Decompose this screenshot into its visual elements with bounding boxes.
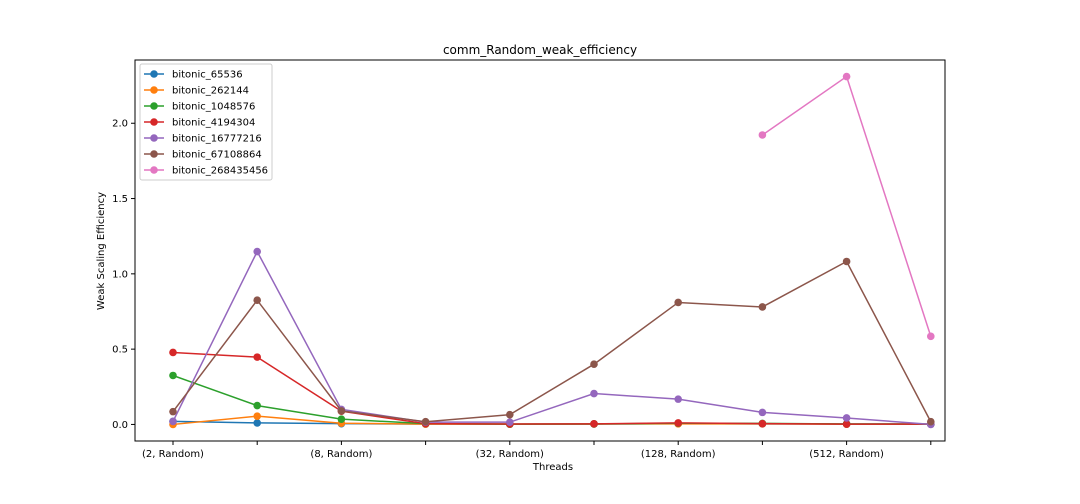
x-tick-label: (32, Random) — [476, 449, 544, 460]
legend-label: bitonic_4194304 — [172, 118, 255, 129]
data-point — [169, 417, 177, 426]
data-point — [674, 395, 682, 403]
legend-label: bitonic_16777216 — [172, 134, 262, 145]
legend-marker — [150, 86, 158, 94]
data-point — [253, 412, 261, 420]
legend-marker — [150, 70, 158, 78]
data-point — [674, 298, 682, 307]
legend-item: bitonic_262144 — [144, 86, 249, 97]
data-point — [590, 389, 598, 398]
data-point — [337, 415, 346, 423]
data-point — [590, 360, 598, 368]
data-point — [169, 407, 177, 416]
data-point — [169, 371, 177, 380]
data-point — [842, 414, 851, 422]
legend-marker — [150, 102, 158, 110]
data-point — [758, 131, 767, 139]
legend-item: bitonic_4194304 — [144, 118, 255, 129]
legend-item: bitonic_1048576 — [144, 102, 255, 113]
legend-item: bitonic_65536 — [144, 70, 243, 81]
legend-item: bitonic_16777216 — [144, 134, 262, 145]
data-point — [758, 303, 767, 311]
legend-marker — [150, 166, 158, 174]
data-point — [927, 332, 935, 341]
data-point — [169, 348, 177, 357]
y-tick-label: 1.5 — [112, 194, 128, 205]
y-tick-label: 2.0 — [112, 119, 128, 130]
series-line — [172, 249, 931, 426]
x-axis-label: Threads — [532, 462, 573, 473]
x-tick-label: (128, Random) — [641, 449, 716, 460]
data-point — [758, 408, 767, 417]
data-point — [253, 419, 261, 427]
legend-item: bitonic_67108864 — [144, 150, 262, 161]
data-point — [253, 296, 261, 304]
x-tick-label: (8, Random) — [310, 449, 372, 460]
data-point — [337, 407, 346, 415]
chart-title: comm_Random_weak_efficiency — [443, 43, 637, 57]
data-point — [842, 420, 851, 428]
x-tick-label: (512, Random) — [809, 449, 884, 460]
data-point — [506, 410, 514, 419]
series-bitonic_268435456 — [758, 72, 935, 341]
data-point — [421, 417, 430, 426]
data-point — [506, 418, 514, 426]
series-bitonic_67108864 — [169, 257, 935, 426]
y-ticks: 0.0 0.5 1.0 1.5 2.0 — [112, 119, 135, 431]
series-line — [172, 260, 932, 423]
data-point — [842, 257, 851, 266]
y-tick-label: 0.0 — [112, 420, 128, 431]
legend: bitonic_65536 bitonic_262144 bitonic_10485… — [139, 63, 273, 181]
x-ticks: (2, Random) (8, Random) (32, Random) (128, … — [142, 441, 932, 460]
series-group — [169, 72, 935, 429]
data-point — [758, 419, 767, 428]
legend-item: bitonic_268435456 — [144, 166, 268, 177]
y-tick-label: 1.0 — [112, 269, 128, 280]
y-axis-label: Weak Scaling Efficiency — [96, 192, 107, 310]
legend-box — [139, 63, 273, 181]
data-point — [590, 420, 598, 428]
legend-label: bitonic_67108864 — [172, 150, 262, 161]
legend-label: bitonic_268435456 — [172, 166, 268, 177]
y-tick-label: 0.5 — [112, 345, 128, 356]
x-tick-label: (2, Random) — [142, 449, 204, 460]
data-point — [842, 72, 851, 81]
data-point — [253, 401, 261, 410]
legend-label: bitonic_262144 — [172, 86, 249, 97]
data-point — [253, 247, 261, 256]
legend-label: bitonic_1048576 — [172, 102, 255, 113]
data-point — [253, 353, 261, 361]
legend-marker — [150, 150, 158, 158]
data-point — [674, 419, 682, 427]
legend-label: bitonic_65536 — [172, 70, 243, 81]
data-point — [927, 417, 935, 426]
legend-marker — [150, 118, 158, 126]
legend-marker — [150, 134, 158, 142]
series-line — [172, 351, 931, 425]
